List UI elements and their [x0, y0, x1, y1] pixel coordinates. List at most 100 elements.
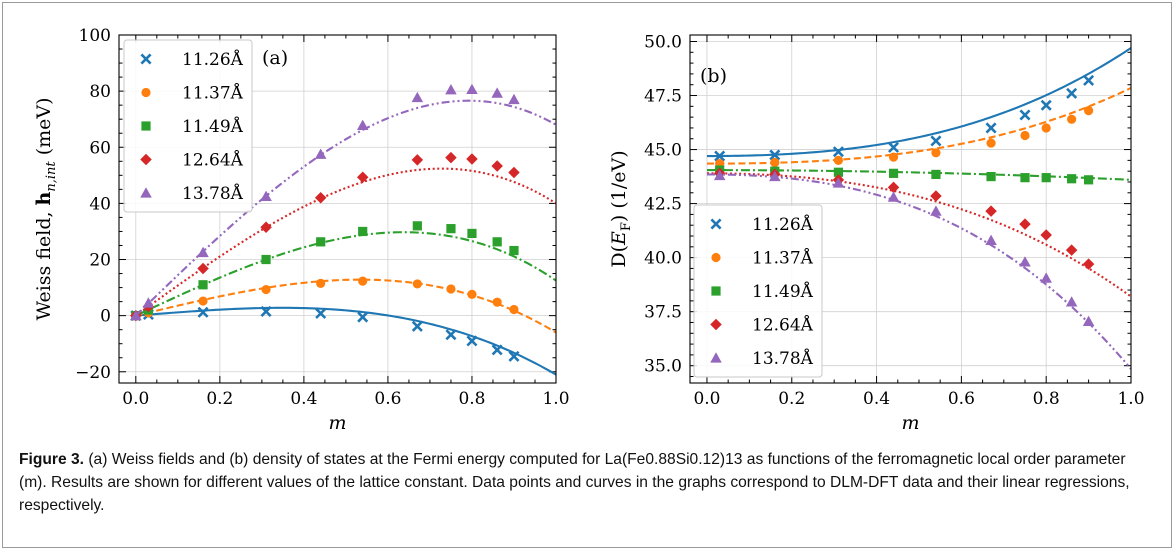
- x-axis-label: m: [901, 412, 919, 434]
- data-point: [492, 297, 502, 307]
- data-point: [316, 278, 326, 288]
- data-point: [770, 157, 780, 168]
- series-5: [130, 83, 557, 321]
- legend-label: 13.78Å: [182, 183, 244, 204]
- plot-frame: [118, 34, 557, 384]
- plot-frame: [689, 34, 1132, 384]
- x-tick-label: 0.2: [778, 389, 805, 409]
- data-point: [261, 254, 271, 265]
- y-axis-label-part: F: [619, 222, 634, 231]
- data-point: [930, 135, 942, 147]
- legend-label: 12.64Å: [752, 315, 814, 336]
- data-point: [1020, 130, 1030, 141]
- x-tick-label: 0.8: [1033, 389, 1060, 409]
- x-tick-label: 0.0: [122, 389, 149, 409]
- series-5: [706, 169, 1132, 370]
- data-point: [769, 170, 781, 182]
- data-point: [467, 228, 477, 239]
- x-tick-label: 0.4: [290, 389, 317, 409]
- data-point: [1082, 258, 1095, 270]
- series-curve: [706, 87, 1132, 165]
- data-point: [197, 262, 209, 275]
- y-axis-label-part: n,int: [44, 161, 59, 192]
- axis-ticks: [690, 35, 1132, 383]
- data-point: [509, 304, 519, 315]
- figure-caption: Figure 3. (a) Weiss fields and (b) densi…: [19, 448, 1157, 517]
- data-point: [714, 150, 726, 162]
- data-point: [1041, 173, 1051, 183]
- series-curve: [135, 278, 557, 334]
- data-point: [130, 309, 142, 321]
- data-point: [445, 151, 457, 164]
- legend-label: 11.49Å: [182, 116, 244, 137]
- y-tick-label: 35.0: [644, 357, 682, 377]
- y-axis-label-part: ) (1/eV): [608, 150, 630, 222]
- x-tick-label: 1.0: [1117, 389, 1144, 409]
- y-tick-label: 50.0: [644, 32, 682, 52]
- data-point: [445, 83, 457, 95]
- y-axis-label-part: Weiss field,: [33, 205, 55, 320]
- chart-panel-b: 0.0 0.2 0.4 0.6 0.8 1.0 35.0 37.5 40.0 42.5 45.0 47…: [608, 32, 1145, 434]
- legend-label: 13.78Å: [752, 348, 814, 369]
- y-tick-label: 0: [100, 307, 111, 327]
- legend-marker: [711, 252, 721, 263]
- data-point: [315, 307, 327, 319]
- data-point: [832, 146, 844, 158]
- legend-box: [123, 39, 253, 213]
- y-tick-label: 40.0: [644, 249, 682, 269]
- data-point: [930, 190, 942, 202]
- y-axis-label-part: E: [608, 231, 630, 246]
- series-1: [706, 47, 1132, 162]
- chart-panel-a: 0.0 0.2 0.4 0.6 0.8 1.0 −20 0 20 40 60 80 100 m 11.26Å…: [33, 26, 570, 434]
- legend-label: 11.49Å: [752, 281, 814, 302]
- data-point: [888, 152, 899, 162]
- legend: 11.26Å 11.37Å 11.49Å 12.64Å 13.78Å: [123, 39, 253, 213]
- data-point: [1019, 218, 1031, 230]
- data-point: [508, 93, 520, 105]
- x-tick-label: 1.0: [542, 389, 569, 409]
- panel-label: (a): [262, 47, 288, 69]
- data-point: [1019, 256, 1031, 267]
- y-axis-label-part: (meV): [33, 97, 55, 161]
- data-point: [446, 284, 456, 294]
- y-axis-label-part: D(: [608, 245, 630, 268]
- data-point: [713, 169, 726, 181]
- data-point: [508, 166, 520, 179]
- data-point: [260, 190, 272, 201]
- y-tick-label: 42.5: [644, 195, 682, 215]
- data-point: [260, 221, 272, 233]
- data-point: [1065, 244, 1078, 256]
- legend-marker: [710, 318, 722, 331]
- data-point: [411, 91, 424, 103]
- y-tick-label: 45.0: [644, 141, 682, 161]
- data-point: [411, 154, 424, 166]
- data-point: [358, 276, 368, 286]
- data-point: [930, 205, 942, 216]
- data-point: [261, 284, 271, 295]
- legend-marker: [141, 121, 151, 131]
- legend: 11.26Å 11.37Å 11.49Å 12.64Å 13.78Å: [693, 204, 823, 378]
- y-tick-label: 47.5: [644, 87, 682, 107]
- legend-label: 11.26Å: [752, 214, 814, 235]
- y-axis-label: D(EF) (1/eV): [608, 150, 634, 267]
- data-point: [888, 141, 900, 153]
- x-tick-label: 0.6: [948, 389, 975, 409]
- data-point: [197, 306, 209, 318]
- data-point: [833, 167, 844, 177]
- data-point: [887, 191, 900, 202]
- data-point: [931, 148, 941, 158]
- data-point: [466, 153, 478, 165]
- data-point: [1067, 174, 1077, 184]
- y-tick-label: −20: [75, 363, 111, 383]
- series-2: [131, 276, 557, 334]
- data-point: [1083, 106, 1094, 116]
- data-point: [198, 296, 208, 306]
- data-point: [314, 192, 327, 204]
- legend-label: 12.64Å: [182, 150, 244, 171]
- series-curve: [135, 306, 557, 376]
- x-axis-label: m: [328, 412, 346, 434]
- data-point: [142, 297, 155, 308]
- data-point: [1066, 87, 1078, 99]
- data-point: [411, 320, 423, 332]
